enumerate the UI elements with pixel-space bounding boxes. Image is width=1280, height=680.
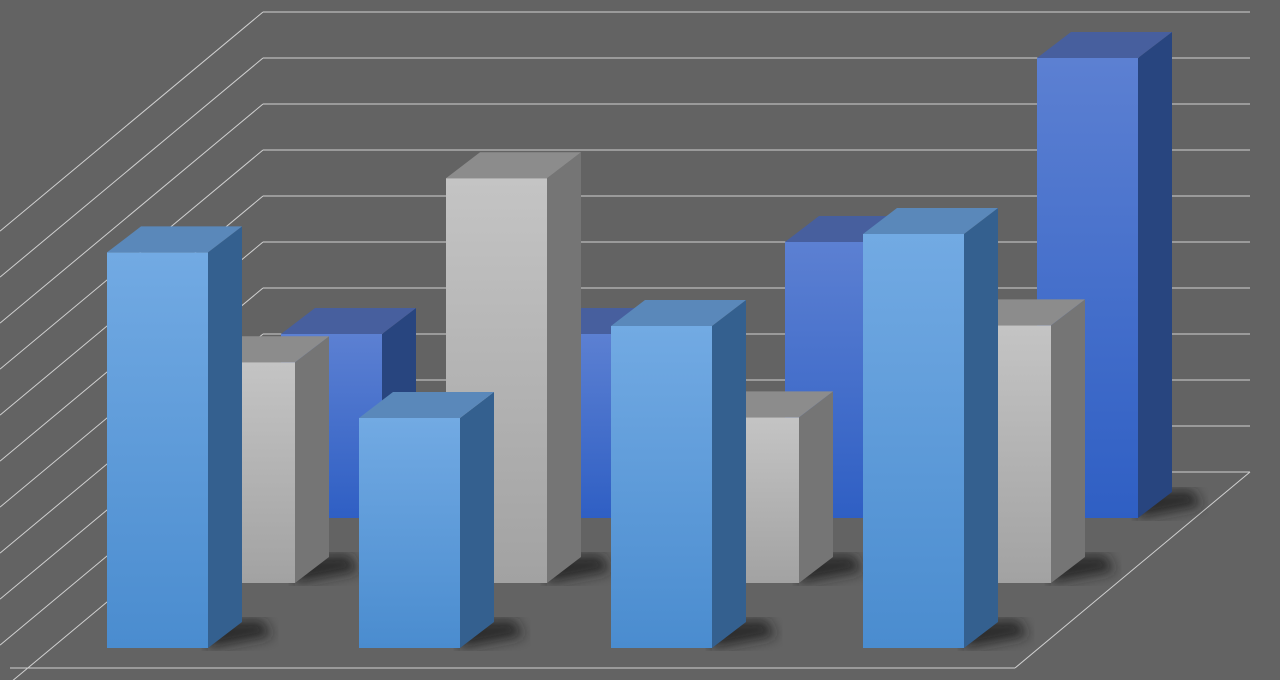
bar-top-face: [1037, 32, 1172, 58]
bar-top-face: [611, 300, 746, 326]
bar-front-face: [107, 252, 208, 648]
bar-front-face: [863, 234, 964, 648]
side-gridline: [0, 57, 264, 278]
bar-top-face: [359, 392, 494, 418]
bar-side-face: [799, 391, 833, 583]
side-gridline: [0, 11, 264, 232]
bar-front-face: [359, 418, 460, 648]
bar-side-face: [1138, 32, 1172, 518]
bar: [359, 392, 524, 648]
bar: [611, 300, 776, 648]
bar-side-face: [1051, 299, 1085, 583]
bar-side-face: [547, 152, 581, 583]
bar-side-face: [295, 336, 329, 583]
bar-side-face: [460, 392, 494, 648]
bar-top-face: [863, 208, 998, 234]
bar-top-face: [107, 226, 242, 253]
bar: [107, 226, 272, 648]
bar-top-face: [281, 308, 416, 334]
floor-edge: [1014, 471, 1251, 669]
chart-bars: [107, 32, 1202, 648]
bar-front-face: [611, 326, 712, 648]
bar: [863, 208, 1028, 648]
bar-side-face: [208, 226, 242, 648]
bar-side-face: [712, 300, 746, 648]
side-gridline: [0, 103, 264, 324]
bar-top-face: [446, 152, 581, 179]
bar-side-face: [964, 208, 998, 648]
